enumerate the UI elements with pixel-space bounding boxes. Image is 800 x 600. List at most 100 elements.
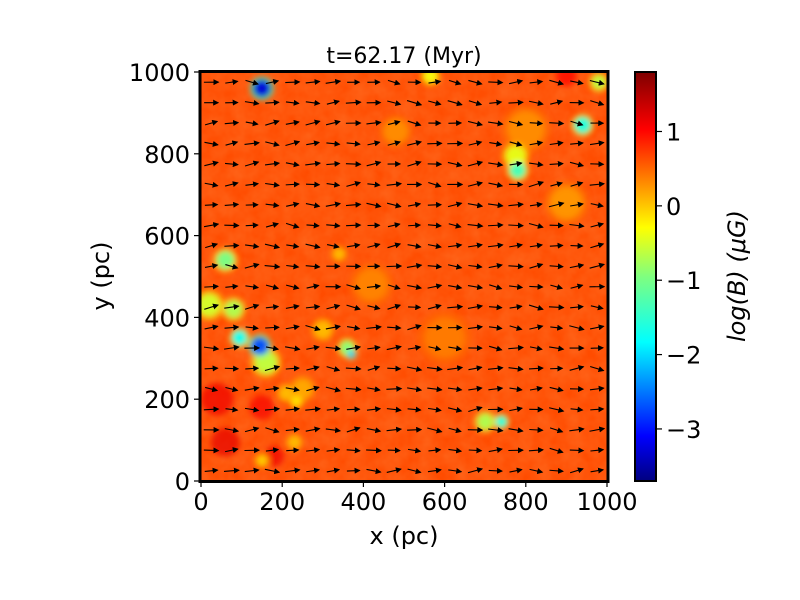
y-tick-label: 600 xyxy=(144,223,190,251)
field-blob xyxy=(249,76,274,101)
field-vector-arrow xyxy=(467,284,484,291)
field-vector-arrow xyxy=(387,365,402,372)
field-vector-arrow xyxy=(387,100,402,107)
field-blob-core xyxy=(278,385,294,401)
field-vector-arrow xyxy=(508,201,524,208)
field-vector-arrow xyxy=(448,79,462,86)
field-blob-core xyxy=(550,186,583,220)
field-vector-arrow xyxy=(509,140,523,147)
field-vector-arrow xyxy=(467,324,484,331)
field-vector-arrow xyxy=(245,222,259,229)
field-vector-arrow xyxy=(265,222,280,228)
field-vector-arrow xyxy=(204,467,219,474)
field-vector-arrow xyxy=(346,467,361,474)
field-vector-arrow xyxy=(325,386,342,393)
field-vector-arrow xyxy=(346,324,361,331)
field-vector-arrow xyxy=(205,242,219,249)
field-vector-arrow xyxy=(589,140,605,147)
field-vector-arrow xyxy=(428,181,442,188)
field-vector-arrow xyxy=(570,140,584,147)
field-blob xyxy=(506,159,529,182)
field-vector-arrow xyxy=(427,303,442,310)
field-vector-arrow xyxy=(346,344,362,351)
field-vector-arrow xyxy=(345,386,362,393)
plot-frame xyxy=(198,70,610,483)
field-vector-arrow xyxy=(367,365,381,372)
field-vector-arrow xyxy=(590,447,605,454)
field-vector-arrow xyxy=(285,161,300,168)
field-vector-arrow xyxy=(570,181,584,188)
field-vector-arrow xyxy=(509,467,523,474)
field-vector-arrow xyxy=(427,406,442,413)
field-vector-arrow xyxy=(487,242,504,249)
field-vector-arrow xyxy=(406,262,423,269)
field-vector-arrow xyxy=(407,140,423,146)
field-vector-arrow xyxy=(265,345,280,352)
field-vector-arrow xyxy=(489,284,503,291)
field-vector-arrow xyxy=(407,120,422,127)
field-vector-arrow xyxy=(467,120,484,127)
field-vector-arrow xyxy=(264,364,281,372)
colorbar-tick-label: 0 xyxy=(666,193,681,221)
field-vector-arrow xyxy=(548,304,565,311)
field-vector-arrow xyxy=(224,161,239,168)
field-blob-core xyxy=(574,117,591,134)
field-blob-core xyxy=(383,119,409,144)
field-vector-arrow xyxy=(427,243,442,250)
field-vector-arrow xyxy=(346,140,361,147)
field-vector-arrow xyxy=(387,79,401,86)
field-vector-arrow xyxy=(345,99,362,106)
field-vector-arrow xyxy=(468,100,483,106)
field-vector-arrow xyxy=(366,324,382,331)
field-vector-arrow xyxy=(305,304,321,310)
field-vector-arrow xyxy=(345,365,362,372)
field-vector-arrow xyxy=(386,344,402,351)
field-blob-core xyxy=(290,395,303,407)
field-vector-arrow xyxy=(326,222,341,229)
colorbar-ticks: −3 −2 −1 0 1 xyxy=(656,118,701,444)
field-blob xyxy=(201,289,225,321)
field-vector-arrow xyxy=(529,120,544,127)
field-vector-arrow xyxy=(447,365,464,372)
y-axis-label: y (pc) xyxy=(87,242,115,311)
field-vector-arrow xyxy=(265,181,280,188)
field-vector-arrow xyxy=(244,385,260,392)
field-vector-arrow xyxy=(265,202,280,209)
field-vector-arrow xyxy=(529,426,544,433)
field-vector-arrow xyxy=(487,365,504,372)
field-vector-arrow xyxy=(548,407,565,413)
field-vector-arrow xyxy=(549,242,564,249)
field-vector-arrow xyxy=(407,468,422,475)
field-vector-arrow xyxy=(285,284,300,290)
field-blob-core xyxy=(252,79,271,98)
field-vector-arrow xyxy=(447,263,463,270)
field-vector-arrow xyxy=(448,427,462,434)
field-vector-arrow xyxy=(306,385,320,392)
heatmap-plot-area xyxy=(198,70,610,483)
field-vector-arrow xyxy=(245,79,259,86)
field-vector-arrow xyxy=(265,406,281,413)
field-vector-arrow xyxy=(305,406,321,413)
field-vector-arrow xyxy=(508,120,524,127)
field-vector-arrow xyxy=(590,365,605,372)
field-vector-arrow xyxy=(487,202,504,209)
chart-title: t=62.17 (Myr) xyxy=(326,44,481,69)
colorbar-gradient xyxy=(635,72,656,481)
field-vector-arrow xyxy=(407,447,422,454)
field-vector-arrow xyxy=(204,303,219,310)
field-vector-arrow xyxy=(407,160,422,167)
y-axis: 0 200 400 600 800 1000 xyxy=(129,59,200,496)
field-vector-arrow xyxy=(205,386,219,393)
field-vector-arrow xyxy=(265,141,280,147)
field-vector-arrow xyxy=(245,243,260,250)
field-blob xyxy=(345,348,357,360)
field-vector-arrow xyxy=(589,262,606,269)
field-vector-arrow xyxy=(305,202,321,209)
field-vector-arrow xyxy=(204,324,219,331)
field-vector-arrow xyxy=(529,140,544,147)
field-vector-arrow xyxy=(468,263,483,270)
field-vector-arrow xyxy=(306,181,321,188)
y-tick-label: 1000 xyxy=(129,59,190,87)
x-axis: 0 200 400 600 800 1000 xyxy=(193,481,638,516)
field-vector-arrow xyxy=(589,324,605,331)
